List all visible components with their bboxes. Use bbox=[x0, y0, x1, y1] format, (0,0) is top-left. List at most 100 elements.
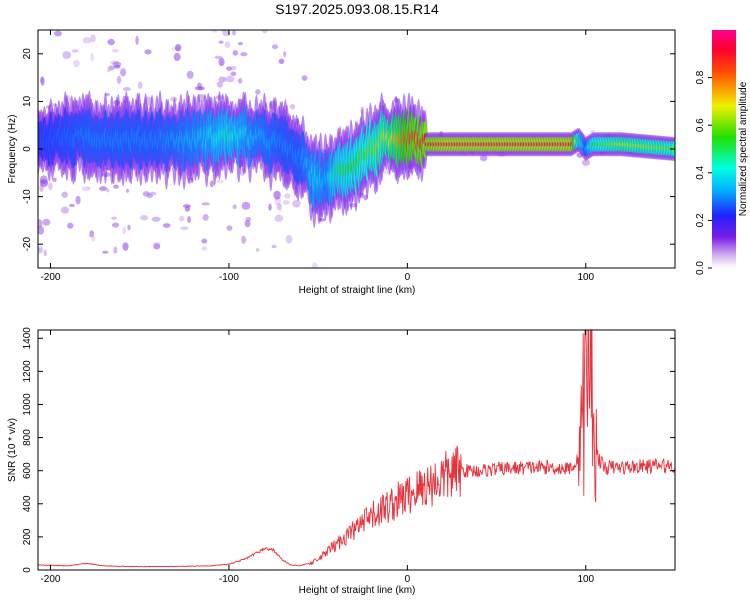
heatmap-noise-blob bbox=[271, 244, 277, 249]
spectrogram-x-tick-label: -100 bbox=[219, 272, 239, 283]
heatmap-noise-blob bbox=[276, 203, 282, 211]
heatmap-noise-blob bbox=[99, 186, 108, 191]
colorbar-tick-label: 0.6 bbox=[695, 118, 706, 132]
colorbar-tick-label: 0.2 bbox=[695, 213, 706, 227]
heatmap-noise-blob bbox=[261, 30, 268, 34]
heatmap-noise-blob bbox=[127, 224, 131, 231]
heatmap-noise-blob bbox=[282, 200, 290, 205]
spectrogram-y-axis-label: Frequency (Hz) bbox=[7, 115, 18, 184]
heatmap-marks bbox=[38, 22, 675, 268]
heatmap-noise-blob bbox=[255, 89, 261, 95]
heatmap-noise-blob bbox=[43, 249, 47, 257]
heatmap-noise-blob bbox=[144, 49, 152, 55]
heatmap-noise-blob bbox=[122, 242, 129, 251]
heatmap-noise-blob bbox=[226, 66, 232, 71]
heatmap-noise-blob bbox=[102, 250, 109, 254]
heatmap-noise-blob bbox=[180, 226, 189, 230]
heatmap-noise-blob bbox=[107, 38, 115, 46]
heatmap-noise-blob bbox=[186, 70, 194, 79]
heatmap-noise-blob bbox=[81, 186, 90, 191]
heatmap-noise-blob bbox=[382, 166, 390, 175]
spectrogram-y-tick-label: 10 bbox=[22, 95, 33, 107]
heatmap-noise-blob bbox=[187, 215, 191, 223]
spectrogram-x-tick-label: 100 bbox=[577, 272, 594, 283]
heatmap-noise-blob bbox=[211, 30, 218, 33]
spectrogram-x-ticks: -200 -100 0 100 bbox=[40, 30, 595, 283]
heatmap-noise-blob bbox=[268, 203, 272, 211]
heatmap-noise-blob bbox=[289, 103, 296, 110]
heatmap-noise-blob bbox=[216, 81, 224, 88]
heatmap-noise-blob bbox=[179, 215, 185, 222]
heatmap-noise-blob bbox=[67, 222, 74, 229]
heatmap-noise-blob bbox=[111, 222, 120, 228]
snr-y-tick-label: 800 bbox=[22, 429, 33, 446]
heatmap-noise-blob bbox=[581, 159, 591, 166]
heatmap-noise-blob bbox=[153, 243, 161, 250]
heatmap-noise-blob bbox=[201, 202, 210, 206]
heatmap-noise-blob bbox=[137, 81, 143, 90]
snr-x-axis-label: Height of straight line (km) bbox=[299, 585, 416, 596]
heatmap-noise-blob bbox=[245, 217, 252, 222]
heatmap-noise-blob bbox=[174, 44, 182, 52]
heatmap-noise-blob bbox=[125, 188, 130, 193]
heatmap-noise-blob bbox=[60, 206, 69, 214]
heatmap-noise-blob bbox=[184, 205, 191, 212]
heatmap-noise-blob bbox=[274, 214, 284, 222]
snr-line-marks bbox=[38, 330, 675, 568]
heatmap-noise-blob bbox=[42, 218, 51, 226]
snr-x-ticks: -200 -100 0 100 bbox=[40, 330, 595, 585]
colorbar-ticks: 0.0 0.2 0.4 0.6 0.8 bbox=[695, 70, 712, 275]
snr-y-tick-label: 1400 bbox=[22, 327, 33, 350]
heatmap-noise-blob bbox=[48, 182, 53, 191]
heatmap-noise-blob bbox=[244, 219, 251, 228]
snr-x-tick-label: -200 bbox=[40, 574, 60, 585]
heatmap-noise-blob bbox=[111, 48, 119, 53]
heatmap-noise-blob bbox=[218, 76, 227, 83]
heatmap-noise-blob bbox=[67, 25, 72, 28]
colorbar: 0.0 0.2 0.4 0.6 0.8 Normalized spectral ampl… bbox=[695, 30, 749, 275]
heatmap-noise-blob bbox=[39, 179, 49, 187]
snr-x-tick-label: -100 bbox=[219, 574, 239, 585]
heatmap-noise-blob bbox=[312, 262, 318, 268]
heatmap-noise-blob bbox=[218, 40, 224, 44]
heatmap-noise-blob bbox=[149, 191, 157, 196]
snr-x-tick-label: 100 bbox=[577, 574, 594, 585]
heatmap-noise-blob bbox=[241, 201, 251, 210]
heatmap-noise-blob bbox=[283, 51, 287, 58]
heatmap-noise-blob bbox=[232, 30, 237, 36]
heatmap-noise-blob bbox=[214, 55, 223, 60]
colorbar-tick-label: 0.4 bbox=[695, 165, 706, 179]
heatmap-noise-blob bbox=[40, 76, 44, 84]
heatmap-noise-blob bbox=[90, 34, 96, 43]
snr-panel: -200 -100 0 100 0 200 400 600 800 1000 1200 1400 H… bbox=[7, 327, 676, 596]
figure-title: S197.2025.093.08.15.R14 bbox=[275, 1, 439, 17]
heatmap-noise-blob bbox=[237, 42, 243, 46]
heatmap-noise-blob bbox=[222, 30, 231, 37]
heatmap-noise-blob bbox=[38, 225, 45, 235]
colorbar-tick-label: 0.8 bbox=[695, 70, 706, 84]
heatmap-noise-blob bbox=[225, 75, 235, 83]
heatmap-noise-blob bbox=[237, 77, 243, 84]
heatmap-noise-blob bbox=[61, 191, 69, 198]
colorbar-label: Normalized spectral amplitude bbox=[738, 81, 749, 216]
heatmap-noise-blob bbox=[292, 199, 301, 208]
snr-y-tick-label: 200 bbox=[22, 528, 33, 545]
heatmap-noise-blob bbox=[113, 246, 118, 254]
heatmap-noise-blob bbox=[273, 190, 281, 200]
heatmap-noise-blob bbox=[278, 58, 285, 65]
heatmap-noise-blob bbox=[224, 25, 228, 30]
snr-y-tick-label: 1000 bbox=[22, 393, 33, 416]
heatmap-noise-blob bbox=[91, 236, 96, 242]
heatmap-noise-blob bbox=[193, 22, 202, 29]
heatmap-noise-blob bbox=[120, 68, 127, 77]
heatmap-noise-blob bbox=[255, 248, 260, 252]
heatmap-noise-blob bbox=[122, 226, 127, 235]
heatmap-noise-blob bbox=[301, 75, 308, 81]
snr-y-tick-label: 600 bbox=[22, 462, 33, 479]
heatmap-noise-blob bbox=[106, 68, 111, 73]
heatmap-noise-blob bbox=[284, 193, 291, 199]
snr-y-ticks: 0 200 400 600 800 1000 1200 1400 bbox=[22, 327, 675, 573]
heatmap-noise-blob bbox=[73, 59, 80, 68]
